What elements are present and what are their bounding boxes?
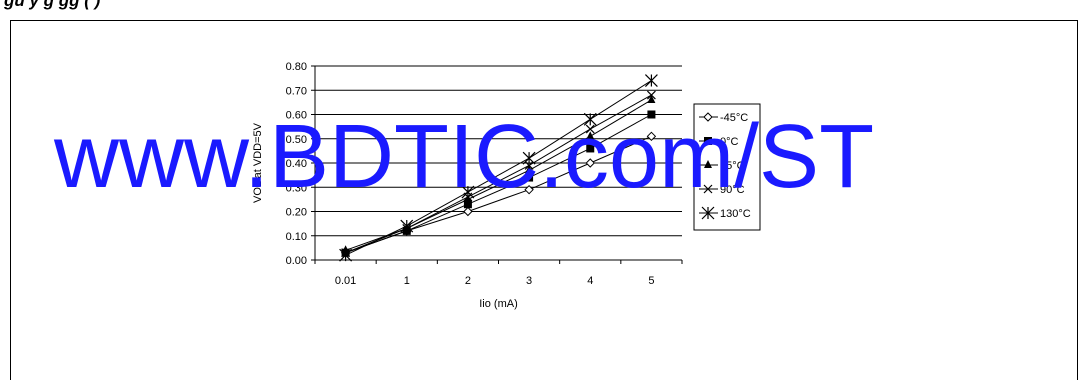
y-axis-title: VOL at VDD=5V [252, 122, 264, 203]
y-tick-label: 0.40 [286, 158, 307, 170]
data-point [400, 219, 414, 233]
data-point [463, 206, 473, 217]
data-point [525, 165, 534, 174]
x-tick-label: 0.01 [335, 275, 356, 287]
legend-label: -45°C [720, 112, 748, 124]
data-point [463, 194, 472, 203]
y-tick-label: 0.60 [286, 110, 307, 122]
x-tick-label: 2 [465, 275, 471, 287]
series-line [345, 94, 652, 254]
y-tick-label: 0.70 [286, 85, 307, 97]
y-tick-label: 0.10 [286, 231, 307, 243]
y-tick-label: 0.00 [286, 255, 307, 267]
legend-label: 25°C [720, 160, 745, 172]
legend-label: 90°C [720, 184, 745, 196]
legend-label: 130°C [720, 208, 751, 220]
data-point [524, 161, 534, 170]
data-point [586, 131, 595, 140]
data-point [463, 200, 472, 209]
data-point [525, 173, 534, 182]
legend-marker [701, 206, 715, 220]
data-point [585, 158, 595, 168]
vol-line-chart: 0.00 0.10 0.20 0.30 0.40 0.50 0.60 0.70 0.80 0.01… [252, 61, 761, 310]
data-point [646, 131, 657, 142]
x-tick-label: 5 [648, 275, 654, 287]
x-tick-label: 3 [526, 275, 532, 287]
legend-marker [704, 137, 712, 145]
series-line [345, 114, 652, 254]
y-tick-label: 0.80 [286, 61, 307, 73]
data-point [339, 248, 353, 262]
data-point [522, 151, 536, 165]
series-line [345, 80, 652, 256]
legend-marker [704, 160, 712, 168]
x-tick-label: 1 [404, 275, 410, 287]
data-point [644, 74, 658, 87]
x-tick-label: 4 [587, 275, 593, 287]
legend-label: 0°C [720, 136, 739, 148]
legend-marker [703, 112, 713, 122]
y-tick-label: 0.50 [286, 134, 307, 146]
watermark: www.BDTIC.com/ST [54, 107, 875, 207]
data-point [585, 124, 595, 134]
data-point [646, 90, 656, 100]
data-point [647, 94, 656, 103]
legend-marker [703, 184, 713, 194]
x-axis-title: Iio (mA) [479, 298, 518, 310]
figure-frame [10, 20, 1078, 380]
y-tick-label: 0.20 [286, 207, 307, 219]
data-point [647, 110, 656, 119]
data-point [583, 112, 597, 126]
figure-heading: gu y g gg ( ) [4, 0, 101, 10]
data-point [524, 184, 534, 195]
data-point [461, 185, 475, 199]
y-tick-label: 0.30 [286, 182, 307, 194]
data-point [586, 144, 595, 153]
